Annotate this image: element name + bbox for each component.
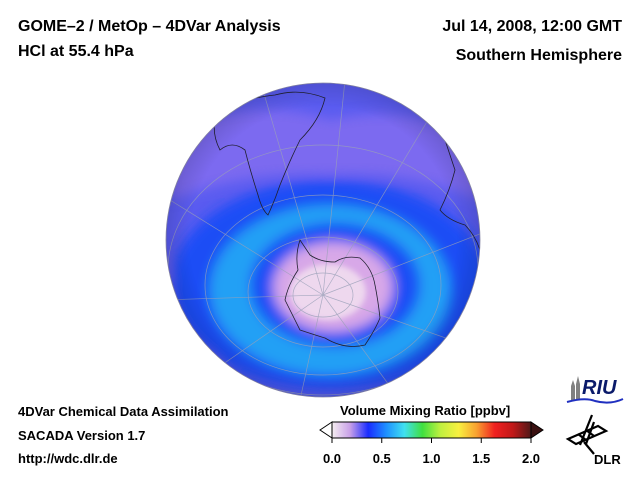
riu-cathedral-icon	[571, 376, 580, 400]
map-region: Southern Hemisphere	[455, 47, 622, 64]
colorbar-tick-label: 1.5	[472, 451, 491, 466]
dlr-aircraft-icon	[565, 414, 609, 455]
riu-text: RIU	[582, 377, 617, 399]
footer-version: SACADA Version 1.7	[18, 428, 146, 443]
riu-logo: RIU	[566, 376, 624, 404]
colorbar-gradient	[331, 421, 532, 439]
riu-wave-icon	[566, 398, 624, 404]
colorbar-tick-label: 0.0	[322, 451, 342, 466]
colorbar-tick-label: 0.5	[372, 451, 391, 466]
colorbar-tick-label: 2.0	[521, 451, 541, 466]
dlr-text: DLR	[594, 452, 621, 467]
colorbar	[319, 421, 544, 443]
map-date: Jul 14, 2008, 12:00 GMT	[442, 18, 622, 35]
footer-assimilation: 4DVar Chemical Data Assimilation	[18, 404, 229, 419]
map-title: GOME–2 / MetOp – 4DVar Analysis	[18, 18, 281, 35]
footer-url-link[interactable]: http://wdc.dlr.de	[18, 451, 118, 466]
colorbar-min-extend	[319, 421, 333, 439]
colorbar-max-extend	[530, 421, 544, 439]
colorbar-tick-label: 1.0	[422, 451, 441, 466]
globe-outline	[165, 82, 481, 398]
map-subtitle: HCl at 55.4 hPa	[18, 43, 134, 60]
dlr-logo: DLR	[565, 414, 621, 467]
colorbar-title: Volume Mixing Ratio [ppbv]	[340, 403, 511, 418]
